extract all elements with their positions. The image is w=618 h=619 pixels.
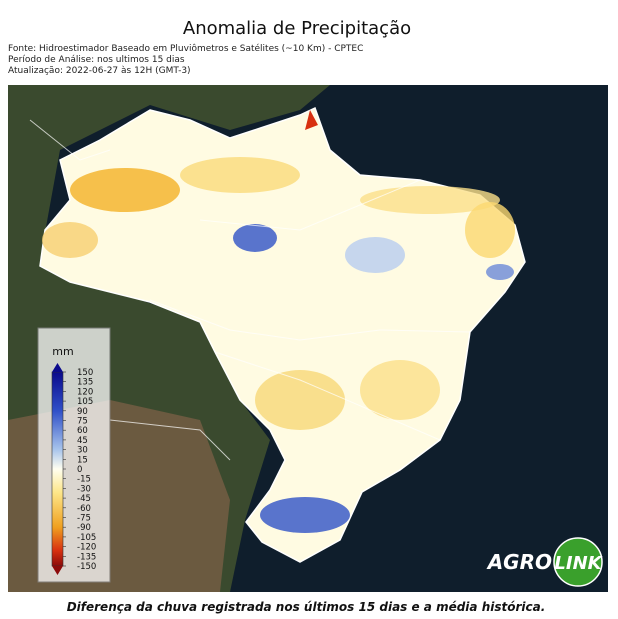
legend-tick-label: -105 (77, 533, 96, 543)
legend-tick-label: 120 (77, 387, 93, 397)
source-line: Fonte: Hidroestimador Baseado em Pluviôm… (8, 43, 363, 54)
legend-tick-label: 45 (77, 436, 88, 446)
legend-tick-label: 60 (77, 426, 88, 436)
legend-tick-label: -15 (77, 475, 91, 485)
legend: mm 1501351201059075604530150-15-30-45-60… (37, 327, 111, 583)
logo-circle (553, 537, 603, 587)
legend-tick-label: -120 (77, 543, 96, 553)
logo-text: LINK (554, 553, 603, 574)
title: Anomalia de Precipitação (183, 18, 411, 39)
color-bar (51, 371, 64, 567)
logo: AGRO LINK (486, 537, 604, 587)
source-line: Atualização: 2022-06-27 às 12H (GMT-3) (8, 66, 191, 76)
logo-text: AGRO (486, 550, 552, 574)
legend-tick-label: -90 (77, 523, 91, 533)
legend-tick-label: 15 (77, 455, 88, 465)
color-bar-cap (52, 566, 63, 575)
legend-ticks: 1501351201059075604530150-15-30-45-60-75… (63, 368, 96, 572)
legend-tick-label: -150 (77, 562, 96, 572)
legend-tick-label: 105 (77, 397, 93, 407)
legend-tick-label: -45 (77, 494, 91, 504)
legend-tick-label: 30 (77, 446, 88, 456)
legend-tick-label: 75 (77, 417, 88, 427)
legend-tick-label: 0 (77, 465, 82, 475)
legend-tick-label: 150 (77, 368, 93, 378)
color-bar-cap (52, 363, 63, 372)
legend-tick-label: -135 (77, 552, 96, 562)
legend-title: mm (52, 345, 73, 358)
legend-box (37, 327, 111, 583)
legend-tick-label: -75 (77, 514, 91, 524)
caption: Diferença da chuva registrada nos último… (67, 600, 546, 614)
legend-tick-label: 90 (77, 407, 88, 417)
legend-tick-label: 135 (77, 378, 93, 388)
legend-tick-label: -30 (77, 484, 91, 494)
source-line: Período de Análise: nos ultimos 15 dias (8, 55, 185, 65)
legend-tick-label: -60 (77, 504, 91, 514)
